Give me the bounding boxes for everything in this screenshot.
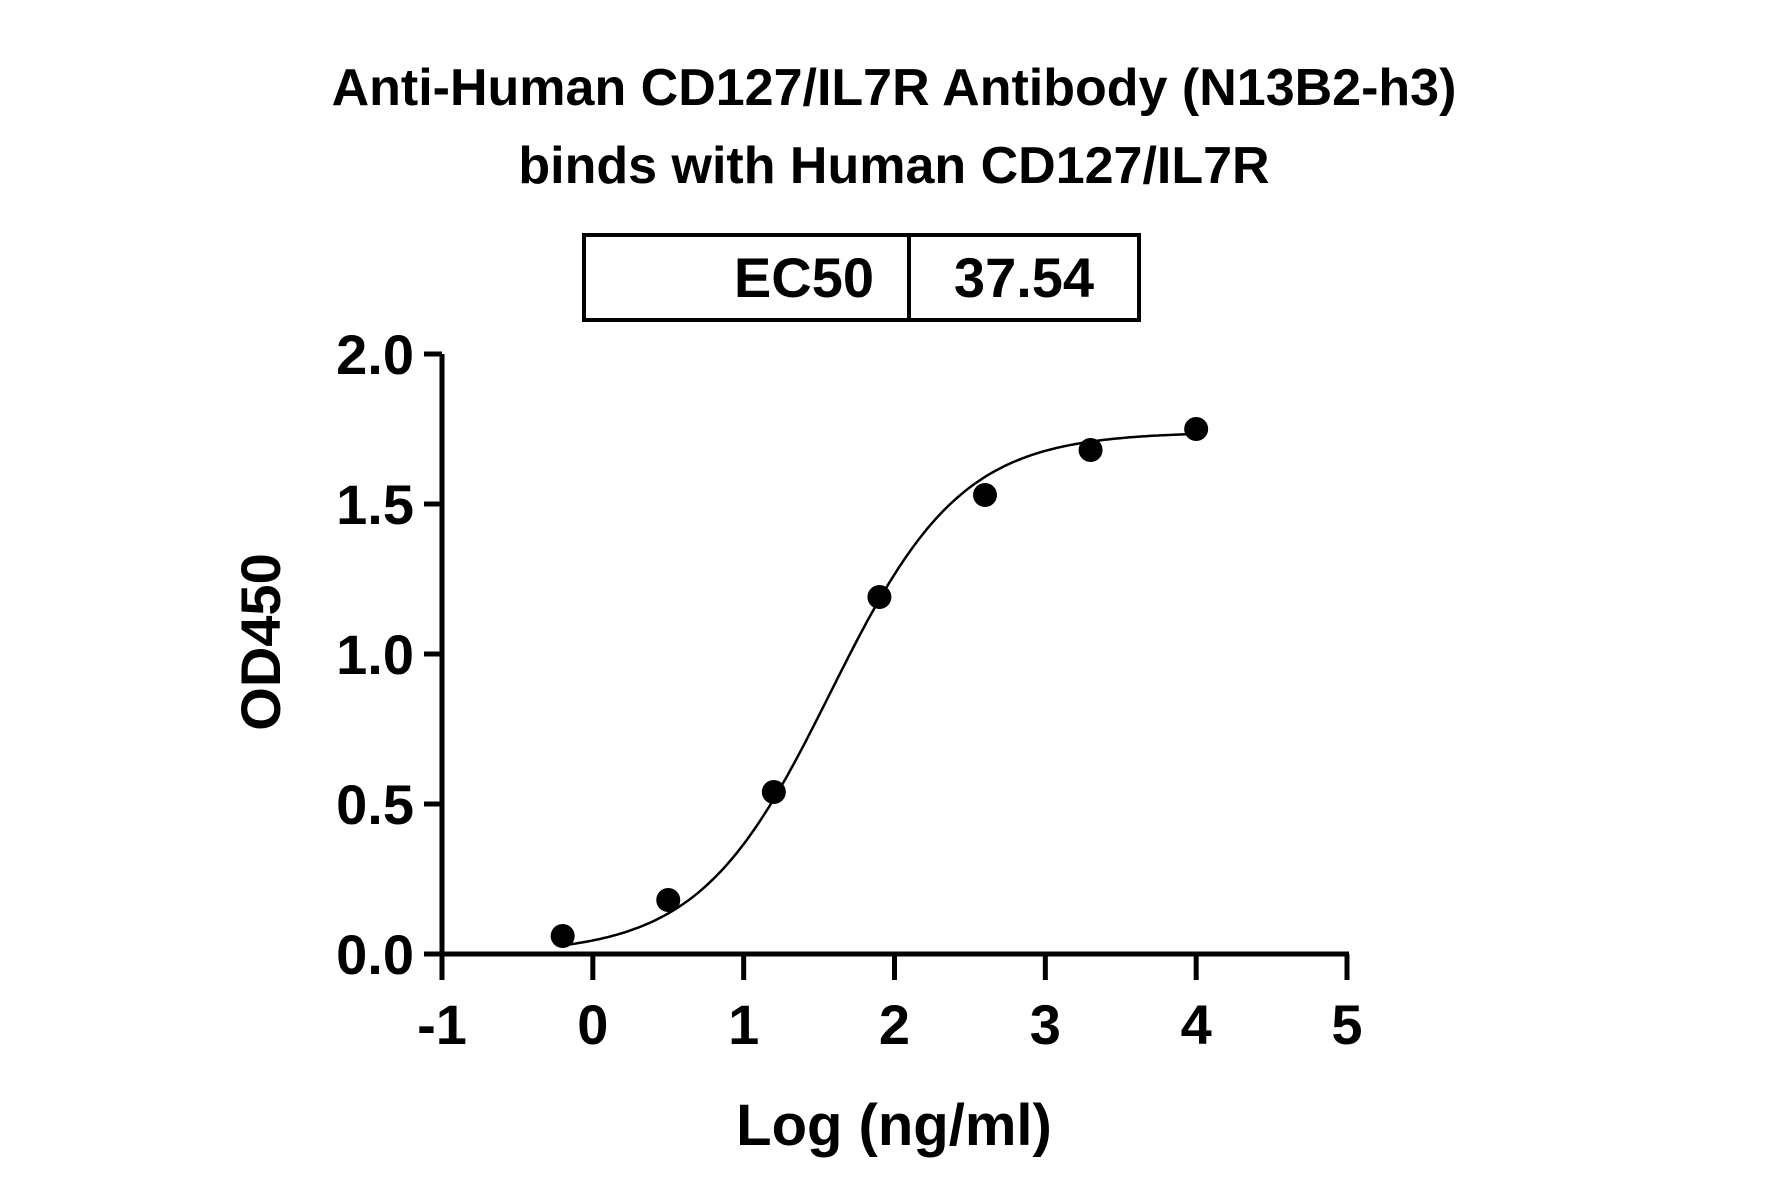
data-point: [761, 780, 786, 804]
data-point: [973, 483, 997, 507]
ec50-value: 37.54: [954, 246, 1094, 309]
data-point: [550, 924, 575, 948]
x-tick-label: 0: [577, 993, 608, 1056]
x-axis-label: Log (ng/ml): [736, 1093, 1052, 1158]
y-axis-label: OD450: [229, 553, 292, 730]
y-tick-label: 1.0: [336, 623, 414, 686]
x-tick-label: 1: [728, 993, 759, 1056]
data-point: [1078, 438, 1103, 462]
data-points: [550, 417, 1209, 948]
x-tick-label: -1: [417, 993, 467, 1056]
fit-curve: [562, 432, 1197, 947]
chart-title-line-2: binds with Human CD127/IL7R: [518, 137, 1269, 195]
data-point: [867, 585, 892, 609]
data-point: [656, 888, 681, 912]
y-tick-label: 1.5: [336, 473, 414, 536]
x-tick-label: 5: [1331, 993, 1362, 1056]
x-tick-label: 4: [1181, 993, 1212, 1056]
y-tick-label: 0.5: [336, 773, 414, 836]
ec50-label: EC50: [734, 246, 874, 309]
chart-title-line-1: Anti-Human CD127/IL7R Antibody (N13B2-h3…: [332, 59, 1457, 117]
axes: 0.0 0.5 1.0 1.5 2.0 -1 0 1 2 3 4 5: [336, 323, 1362, 1056]
x-tick-label: 2: [879, 993, 910, 1056]
x-tick-label: 3: [1030, 993, 1061, 1056]
data-point: [1184, 417, 1209, 441]
y-tick-label: 0.0: [336, 923, 414, 986]
ec50-table-border: [582, 233, 1141, 322]
ec50-table: EC50 37.54: [582, 233, 1141, 322]
y-tick-label: 2.0: [336, 323, 414, 386]
